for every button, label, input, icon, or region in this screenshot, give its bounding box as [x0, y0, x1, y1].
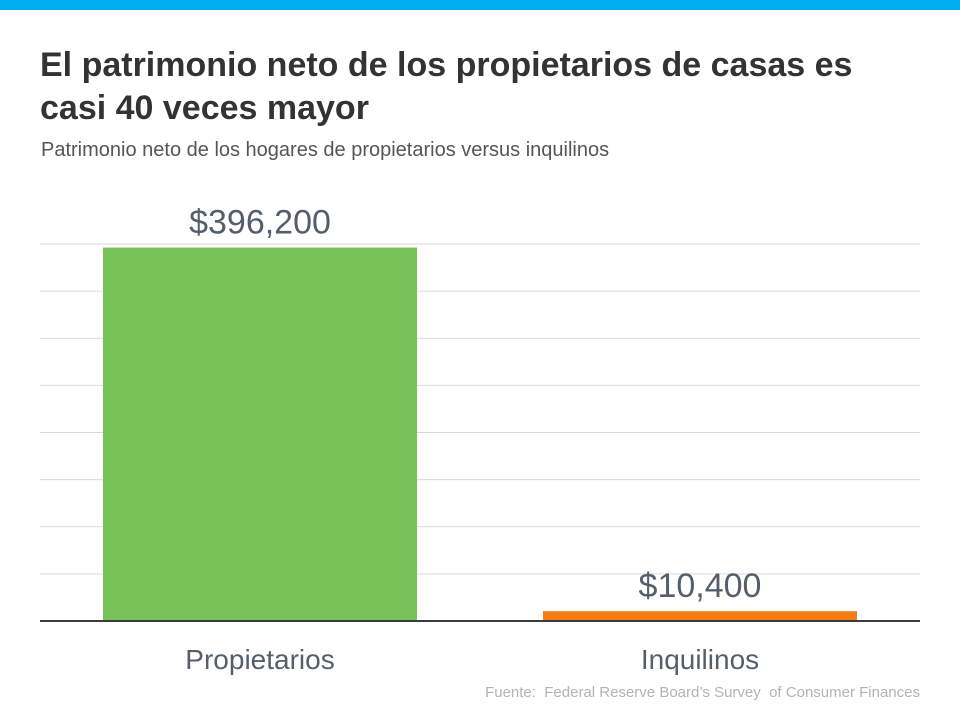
top-accent-bar	[0, 0, 960, 10]
source-note: Fuente: Federal Reserve Board’s Survey o…	[485, 684, 920, 701]
category-label: Propietarios	[185, 644, 334, 675]
value-label: $396,200	[189, 204, 331, 242]
bar-inquilinos	[543, 611, 857, 621]
chart-title: El patrimonio neto de los propietarios d…	[40, 46, 853, 127]
category-labels: Propietarios Inquilinos	[185, 644, 759, 675]
bars	[103, 247, 857, 622]
chart-subtitle: Patrimonio neto de los hogares de propie…	[41, 139, 610, 161]
category-label: Inquilinos	[641, 644, 759, 675]
value-labels: $396,200 $10,400	[189, 204, 761, 606]
bar-propietarios	[103, 247, 417, 622]
value-label: $10,400	[639, 567, 762, 605]
